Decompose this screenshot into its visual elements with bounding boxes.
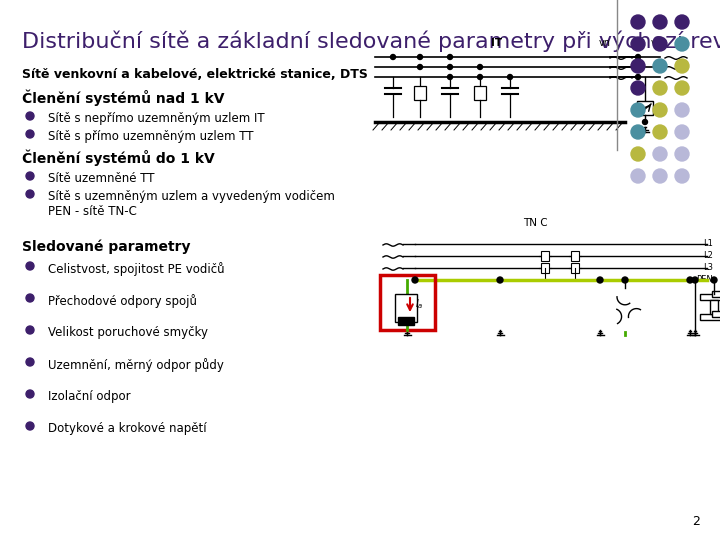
Circle shape	[448, 75, 452, 79]
Circle shape	[26, 262, 34, 270]
Circle shape	[675, 81, 689, 95]
Text: Celistvost, spojitost PE vodičů: Celistvost, spojitost PE vodičů	[48, 262, 225, 276]
Circle shape	[418, 55, 423, 59]
Circle shape	[653, 169, 667, 183]
Circle shape	[653, 15, 667, 29]
Text: TN C: TN C	[523, 218, 547, 228]
Bar	[541, 263, 549, 273]
Circle shape	[653, 81, 667, 95]
Text: Sítě s uzemněným uzlem a vyvedeným vodičem
PEN - sítě TN-C: Sítě s uzemněným uzlem a vyvedeným vodič…	[48, 190, 335, 218]
Bar	[571, 263, 579, 273]
Circle shape	[675, 15, 689, 29]
Circle shape	[26, 390, 34, 398]
Circle shape	[675, 169, 689, 183]
Text: L3: L3	[703, 264, 713, 273]
Bar	[712, 291, 720, 297]
Circle shape	[477, 75, 482, 79]
Circle shape	[26, 422, 34, 430]
Circle shape	[653, 147, 667, 161]
Bar	[474, 86, 486, 100]
Circle shape	[653, 37, 667, 51]
Circle shape	[631, 37, 645, 51]
Circle shape	[675, 103, 689, 117]
Bar	[398, 317, 414, 325]
Bar	[571, 251, 579, 261]
Text: vvn: vvn	[651, 38, 669, 48]
Circle shape	[448, 55, 452, 59]
Circle shape	[26, 358, 34, 366]
Circle shape	[631, 15, 645, 29]
Circle shape	[477, 64, 482, 70]
Circle shape	[631, 125, 645, 139]
Text: Členění systémů do 1 kV: Členění systémů do 1 kV	[22, 150, 215, 166]
Text: Sítě uzemněné TT: Sítě uzemněné TT	[48, 172, 155, 185]
Bar	[637, 101, 653, 115]
Circle shape	[390, 55, 395, 59]
Circle shape	[636, 64, 641, 70]
Bar	[700, 294, 720, 300]
Bar	[541, 251, 549, 261]
Circle shape	[26, 326, 34, 334]
Bar	[395, 294, 417, 322]
Circle shape	[631, 169, 645, 183]
Circle shape	[675, 37, 689, 51]
Circle shape	[448, 64, 452, 70]
Circle shape	[26, 294, 34, 302]
Circle shape	[631, 147, 645, 161]
Text: Sledované parametry: Sledované parametry	[22, 240, 191, 254]
Circle shape	[675, 147, 689, 161]
Circle shape	[631, 81, 645, 95]
Circle shape	[622, 277, 628, 283]
Circle shape	[636, 55, 641, 59]
Text: IT: IT	[492, 38, 503, 48]
Circle shape	[675, 125, 689, 139]
Text: Uzemnění, měrný odpor půdy: Uzemnění, měrný odpor půdy	[48, 358, 224, 372]
Text: 2: 2	[692, 515, 700, 528]
Circle shape	[26, 130, 34, 138]
Circle shape	[597, 277, 603, 283]
Text: PEN: PEN	[696, 275, 713, 285]
Circle shape	[631, 59, 645, 73]
Circle shape	[711, 277, 717, 283]
Bar	[700, 314, 720, 320]
Circle shape	[26, 112, 34, 120]
Text: vn: vn	[599, 38, 611, 48]
Text: Dotykové a krokové napětí: Dotykové a krokové napětí	[48, 422, 207, 435]
Text: Sítě s přímo uzemněným uzlem TT: Sítě s přímo uzemněným uzlem TT	[48, 130, 253, 143]
Text: Přechodové odpory spojů: Přechodové odpory spojů	[48, 294, 197, 308]
Circle shape	[412, 277, 418, 283]
Text: Velikost poruchové smyčky: Velikost poruchové smyčky	[48, 326, 208, 339]
Bar	[414, 86, 426, 100]
Text: Sítě s nepřímo uzemněným uzlem IT: Sítě s nepřímo uzemněným uzlem IT	[48, 112, 265, 125]
Bar	[380, 275, 435, 330]
Text: Členění systémů nad 1 kV: Členění systémů nad 1 kV	[22, 90, 225, 106]
Circle shape	[418, 64, 423, 70]
Bar	[710, 300, 718, 314]
Circle shape	[687, 277, 693, 283]
Circle shape	[642, 119, 647, 125]
Text: L2: L2	[703, 252, 713, 260]
Text: Distribuční sítě a základní sledované parametry při výchozí revizi: Distribuční sítě a základní sledované pa…	[22, 30, 720, 51]
Circle shape	[26, 190, 34, 198]
Circle shape	[497, 277, 503, 283]
Circle shape	[653, 103, 667, 117]
Text: Izolační odpor: Izolační odpor	[48, 390, 130, 403]
Circle shape	[508, 75, 513, 79]
Circle shape	[631, 103, 645, 117]
Text: Sítě venkovní a kabelové, elektrické stanice, DTS: Sítě venkovní a kabelové, elektrické sta…	[22, 68, 368, 81]
Circle shape	[692, 277, 698, 283]
Circle shape	[653, 125, 667, 139]
Circle shape	[653, 59, 667, 73]
Text: L1: L1	[703, 240, 713, 248]
Bar	[712, 311, 720, 317]
Circle shape	[675, 59, 689, 73]
Circle shape	[636, 75, 641, 79]
Circle shape	[26, 172, 34, 180]
Text: $I_a$: $I_a$	[415, 297, 423, 311]
